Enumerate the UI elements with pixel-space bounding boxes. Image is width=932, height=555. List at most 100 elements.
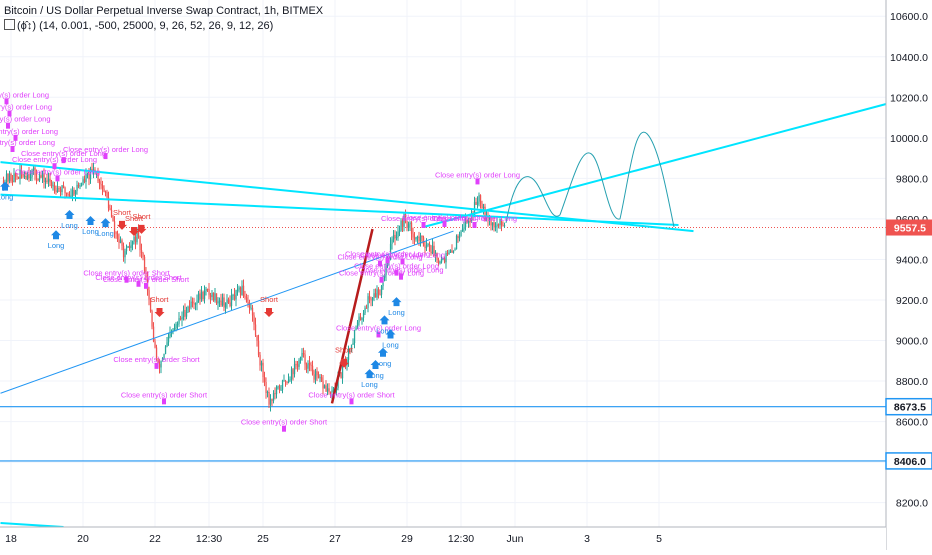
signal-label: Long xyxy=(82,227,99,236)
close-long-marker-icon xyxy=(378,260,382,267)
candle-body xyxy=(200,291,203,300)
candle-body xyxy=(317,375,320,378)
candle-body xyxy=(53,185,56,191)
short-arrow-icon xyxy=(339,358,349,368)
candle-body xyxy=(314,371,317,380)
candle-body xyxy=(358,316,360,323)
candle-body xyxy=(17,176,20,179)
candle-body xyxy=(122,245,125,258)
candle-body xyxy=(49,178,51,183)
candle-body xyxy=(152,326,155,342)
level-price-label: 8406.0 xyxy=(894,456,926,468)
signal-label: Close entry(s) order Long xyxy=(354,262,439,271)
candle-body xyxy=(59,189,62,193)
signal-label: Long xyxy=(61,221,78,230)
level-price-badge xyxy=(885,452,932,470)
short-arrow-icon xyxy=(264,308,274,318)
candle-body xyxy=(149,299,152,312)
close-long-marker-icon xyxy=(10,145,15,152)
time-tick-label: 20 xyxy=(77,533,89,545)
candle-body xyxy=(383,275,386,278)
signal-label: Close entry(s) order Short xyxy=(241,418,328,427)
signal-label: Close entry(s) order Long xyxy=(0,103,52,112)
candle-body xyxy=(179,318,182,320)
candle-body xyxy=(157,358,159,365)
candle-body xyxy=(68,195,71,197)
candle-body xyxy=(85,174,87,182)
candle-body xyxy=(356,322,359,328)
candle-body xyxy=(61,185,63,193)
candle-body xyxy=(248,304,251,309)
candle-body xyxy=(371,297,374,300)
candle-body xyxy=(97,173,99,182)
candle-body xyxy=(491,222,494,226)
candle-body xyxy=(212,292,215,301)
candle-body xyxy=(167,336,170,343)
candle-body xyxy=(20,170,23,175)
candle-body xyxy=(307,363,309,369)
candle-body xyxy=(377,289,380,295)
candle-body xyxy=(194,303,197,305)
candle-body xyxy=(151,311,153,327)
candle-body xyxy=(128,246,131,249)
candle-body xyxy=(220,300,222,306)
price-tick-label: 8200.0 xyxy=(896,498,928,510)
signal-label: Long xyxy=(0,193,13,202)
candle-body xyxy=(370,299,372,301)
candle-body xyxy=(7,173,9,182)
candle-body xyxy=(137,229,140,237)
candle-body xyxy=(313,374,315,380)
candle-body xyxy=(488,216,491,220)
candle-body xyxy=(26,174,29,179)
candle-body xyxy=(440,258,443,263)
candle-body xyxy=(166,342,168,347)
candle-body xyxy=(65,193,68,195)
candle-body xyxy=(164,346,167,354)
price-tick-label: 9200.0 xyxy=(896,295,928,307)
candle-body xyxy=(442,258,444,260)
candle-body xyxy=(40,175,42,178)
short-arrow-icon xyxy=(136,224,147,234)
candle-body xyxy=(445,252,447,263)
candle-body xyxy=(263,377,266,382)
signal-label: Long xyxy=(375,359,392,368)
candle-body xyxy=(239,287,242,295)
candle-body xyxy=(394,234,396,239)
close-long-marker-icon xyxy=(61,157,66,164)
candle-body xyxy=(221,297,224,306)
candle-body xyxy=(235,290,237,300)
candles xyxy=(2,162,506,412)
candle-body xyxy=(389,243,392,259)
candle-body xyxy=(229,302,231,307)
candle-body xyxy=(32,167,35,171)
candle-body xyxy=(86,174,89,176)
candle-body xyxy=(500,218,503,226)
candle-body xyxy=(158,364,161,368)
bottom-trendline xyxy=(0,521,64,528)
price-tick-label: 10000.0 xyxy=(890,133,928,145)
candle-body xyxy=(43,173,45,183)
time-tick-label: 29 xyxy=(401,533,413,545)
candle-body xyxy=(107,197,110,209)
candle-body xyxy=(250,307,252,309)
candle-body xyxy=(454,249,456,251)
candle-body xyxy=(25,175,27,179)
signal-label: Close entry(s) order Long xyxy=(0,115,51,124)
candle-body xyxy=(113,221,116,232)
close-short-marker-icon xyxy=(162,398,166,405)
signal-label: Long xyxy=(97,229,114,238)
candle-body xyxy=(139,236,141,251)
price-tick-label: 10400.0 xyxy=(890,52,928,64)
short-arrow-icon xyxy=(117,220,127,230)
candle-body xyxy=(140,250,143,253)
close-long-marker-icon xyxy=(442,220,447,227)
candle-body xyxy=(35,175,38,179)
candle-body xyxy=(341,365,344,379)
signal-label: Close entry(s) order Long xyxy=(0,90,49,99)
candle-body xyxy=(190,301,192,307)
candle-body xyxy=(143,256,146,273)
candle-body xyxy=(89,169,92,180)
close-short-marker-icon xyxy=(144,282,148,289)
